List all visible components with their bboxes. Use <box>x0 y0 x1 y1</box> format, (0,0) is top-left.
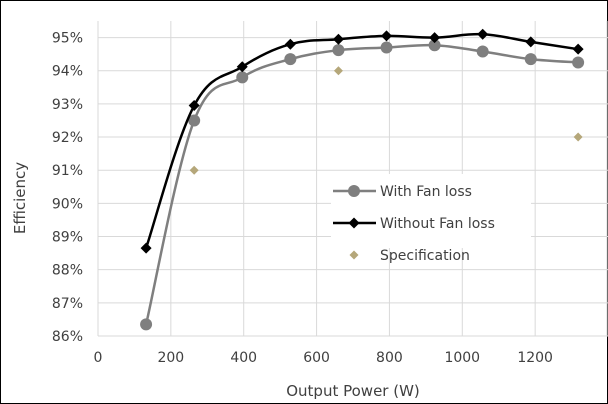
legend-entry-without-fan-loss: Without Fan loss <box>333 216 495 232</box>
data-point-with-fan-loss <box>572 56 585 69</box>
data-point-without-fan-loss <box>188 100 200 112</box>
y-axis-title: Efficiency <box>11 162 29 234</box>
data-point-specification <box>333 66 343 76</box>
data-point-without-fan-loss <box>429 32 441 44</box>
y-tick-label: 87% <box>52 296 83 312</box>
legend-marker-without-fan-loss <box>348 217 360 229</box>
y-tick-label: 94% <box>52 64 83 80</box>
y-tick-label: 95% <box>52 31 83 47</box>
legend-label-with-fan-loss: With Fan loss <box>380 184 472 200</box>
legend-entry-with-fan-loss: With Fan loss <box>333 184 472 200</box>
x-tick-label: 400 <box>230 350 257 366</box>
data-point-without-fan-loss <box>572 43 584 55</box>
legend-entry-specification: Specification <box>349 248 470 264</box>
data-point-with-fan-loss <box>476 45 489 58</box>
series-layer <box>140 28 585 331</box>
x-tick-label: 1200 <box>517 350 553 366</box>
x-tick-label: 800 <box>376 350 403 366</box>
x-tick-label: 1000 <box>444 350 480 366</box>
legend-label-without-fan-loss: Without Fan loss <box>380 216 495 232</box>
legend-background <box>331 174 531 248</box>
x-tick-label: 200 <box>157 350 184 366</box>
data-point-with-fan-loss <box>236 71 249 84</box>
data-point-with-fan-loss <box>380 41 393 54</box>
y-tick-label: 93% <box>52 97 83 113</box>
data-point-without-fan-loss <box>140 242 152 254</box>
data-point-with-fan-loss <box>140 318 153 331</box>
data-point-with-fan-loss <box>524 53 537 66</box>
data-point-without-fan-loss <box>477 28 489 40</box>
data-point-specification <box>573 132 583 142</box>
data-point-without-fan-loss <box>236 61 248 73</box>
data-point-without-fan-loss <box>332 33 344 45</box>
tick-labels: 0 200 400 600 800 1000 1200 86% 87% 88% 89% 90% 91% 9… <box>52 31 553 366</box>
y-tick-label: 90% <box>52 196 83 212</box>
x-tick-label: 0 <box>94 350 103 366</box>
legend: With Fan loss Without Fan loss Specifica… <box>331 174 531 264</box>
series-specification <box>189 66 583 175</box>
data-point-with-fan-loss <box>284 53 297 66</box>
data-point-with-fan-loss <box>188 114 201 127</box>
data-point-with-fan-loss <box>428 39 441 52</box>
y-tick-label: 89% <box>52 230 83 246</box>
x-tick-label: 600 <box>303 350 330 366</box>
legend-marker-specification <box>349 250 359 260</box>
data-point-specification <box>189 165 199 175</box>
y-tick-label: 92% <box>52 130 83 146</box>
data-point-without-fan-loss <box>284 38 296 50</box>
legend-marker-with-fan-loss <box>348 185 360 197</box>
legend-label-specification: Specification <box>380 248 470 264</box>
y-tick-label: 86% <box>52 329 83 345</box>
data-point-without-fan-loss <box>381 30 393 42</box>
series-with-fan-loss <box>140 39 585 331</box>
series-without-fan-loss <box>140 28 584 254</box>
y-tick-label: 88% <box>52 263 83 279</box>
data-point-without-fan-loss <box>525 36 537 48</box>
data-point-with-fan-loss <box>332 44 345 57</box>
x-axis-title: Output Power (W) <box>286 382 420 400</box>
y-tick-label: 91% <box>52 163 83 179</box>
